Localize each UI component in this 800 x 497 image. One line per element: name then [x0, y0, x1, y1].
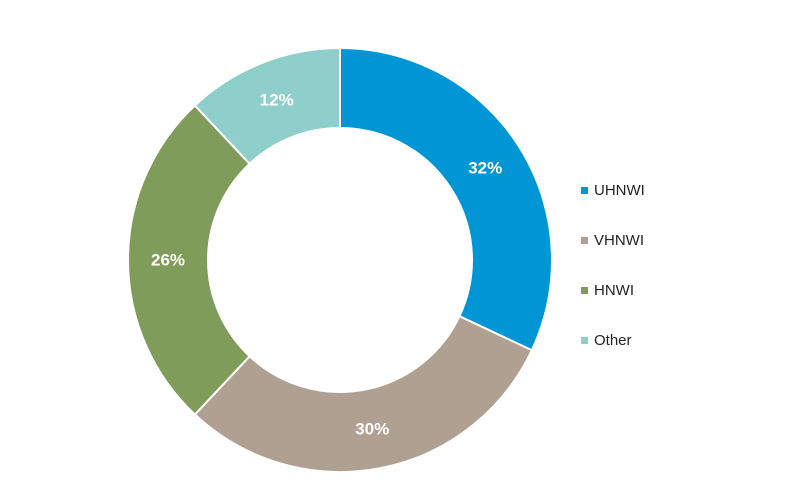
slice-uhnwi — [339, 46, 553, 352]
legend-item-hnwi: HNWI — [581, 278, 645, 303]
legend-swatch-other — [581, 337, 588, 344]
slice-label-other: 12% — [260, 91, 294, 110]
slices-group — [127, 46, 553, 473]
legend-item-uhnwi: UHNWI — [581, 178, 645, 203]
legend-swatch-vhnwi — [581, 237, 588, 244]
slice-label-vhnwi: 30% — [355, 419, 389, 438]
slice-label-hnwi: 26% — [151, 251, 185, 270]
slice-other — [193, 46, 341, 166]
legend-label-vhnwi: VHNWI — [594, 232, 644, 249]
legend-item-other: Other — [581, 328, 645, 353]
legend-label-other: Other — [594, 332, 632, 349]
legend-swatch-hnwi — [581, 287, 588, 294]
slice-vhnwi — [193, 314, 534, 473]
slice-label-uhnwi: 32% — [468, 158, 502, 177]
legend: UHNWI VHNWI HNWI Other — [581, 178, 645, 378]
legend-label-uhnwi: UHNWI — [594, 182, 645, 199]
legend-label-hnwi: HNWI — [594, 282, 634, 299]
legend-item-vhnwi: VHNWI — [581, 228, 645, 253]
slice-labels-group: 32% 30% 26% 12% — [151, 91, 502, 439]
slice-hnwi — [127, 104, 252, 416]
legend-swatch-uhnwi — [581, 187, 588, 194]
